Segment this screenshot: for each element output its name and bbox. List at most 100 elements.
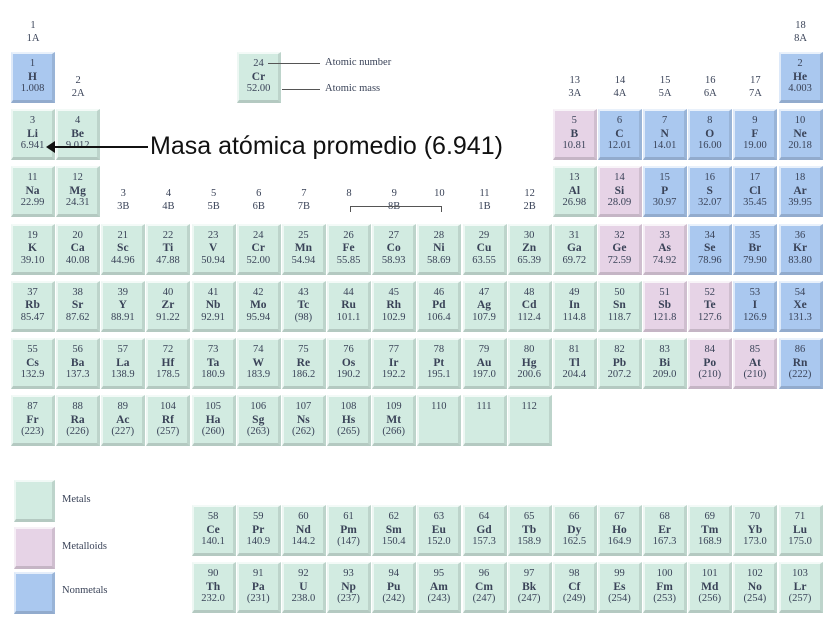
atomic-mass: 35.45 (743, 197, 767, 209)
group-label-12: 12 2B (508, 188, 552, 213)
element-symbol: Cl (749, 184, 761, 197)
element-symbol: Nd (296, 523, 311, 536)
element-symbol: Sc (117, 242, 129, 255)
atomic-mass: 74.92 (652, 254, 677, 266)
atomic-mass: 204.4 (562, 369, 587, 380)
atomic-mass: 127.6 (697, 311, 722, 323)
group-label-10: 10 (417, 188, 461, 201)
legend-label-metalloids: Metalloids (62, 541, 107, 552)
atomic-mass: 132.9 (20, 369, 45, 380)
atomic-number: 50 (614, 286, 625, 298)
element-symbol: Tl (568, 356, 580, 369)
group-number: 11 (479, 188, 490, 199)
atomic-mass: 39.95 (788, 197, 812, 209)
element-symbol: Os (341, 356, 356, 369)
atomic-number: 37 (27, 286, 38, 298)
legend-swatch-metals (14, 480, 55, 522)
atomic-number: 70 (749, 511, 761, 522)
atomic-mass: 72.59 (607, 254, 632, 266)
group-number: 16 (705, 75, 716, 86)
group-letter: 2B (523, 200, 536, 212)
element-symbol: U (299, 580, 308, 593)
atomic-number: 15 (659, 172, 670, 184)
atomic-mass: 200.6 (517, 369, 541, 380)
element-symbol: Pb (612, 356, 627, 369)
element-cell-Pm: 61 Pm (147) (327, 505, 372, 556)
atomic-number: 52 (704, 286, 716, 298)
element-cell-Kr: 36 Kr 83.80 (778, 223, 823, 275)
element-cell-Hf: 72 Hf 178.5 (146, 338, 191, 389)
atomic-number: 108 (340, 401, 357, 413)
group-label-3: 3 3B (101, 188, 145, 213)
element-cell-Fe: 26 Fe 55.85 (327, 223, 372, 275)
group-number: 6 (256, 188, 262, 199)
atomic-mass: 63.55 (472, 254, 496, 266)
group-number: 1 (30, 20, 36, 31)
element-symbol: Na (25, 184, 40, 197)
element-cell-Se: 34 Se 78.96 (688, 223, 733, 275)
group-label-13: 13 3A (553, 75, 597, 100)
atomic-number: 74 (253, 344, 264, 355)
element-cell-Os: 76 Os 190.2 (327, 338, 372, 389)
element-symbol: Zn (522, 242, 537, 255)
atomic-number: 73 (207, 344, 219, 355)
atomic-number: 9 (752, 115, 758, 127)
atomic-mass: 144.2 (291, 536, 316, 547)
element-cell-Si: 14 Si 28.09 (597, 166, 642, 218)
element-symbol: Lr (793, 580, 807, 593)
element-cell-Ir: 77 Ir 192.2 (372, 338, 417, 389)
element-cell-Pt: 78 Pt 195.1 (417, 338, 462, 389)
atomic-mass: 88.91 (110, 311, 135, 323)
element-cell-Am: 95 Am (243) (417, 562, 462, 613)
atomic-number: 21 (117, 229, 129, 241)
element-symbol: Hf (161, 356, 175, 369)
atomic-mass: 192.2 (381, 369, 406, 380)
element-symbol: Pr (252, 523, 265, 536)
element-cell-Ns: 107 Ns (262) (281, 395, 326, 447)
element-cell-Er: 68 Er 167.3 (643, 505, 688, 556)
group-number: 12 (524, 188, 535, 199)
group-letter: 7A (748, 87, 762, 99)
group-letter: 3A (568, 87, 582, 99)
element-cell-Mt: 109 Mt (266) (372, 395, 417, 447)
element-symbol: Rh (386, 299, 402, 312)
group-label-2: 2 2A (56, 75, 100, 100)
element-symbol: Fr (26, 413, 39, 426)
element-cell-Es: 99 Es (254) (597, 562, 642, 613)
element-symbol: Mg (69, 184, 86, 197)
group-number: 14 (614, 75, 626, 86)
group-label-6: 6 6B (237, 188, 281, 213)
element-cell-Ru: 44 Ru 101.1 (327, 280, 372, 332)
element-symbol: Md (701, 580, 719, 593)
key-atomic-mass: 52.00 (246, 83, 271, 94)
element-symbol: Ni (433, 242, 445, 255)
element-symbol: Ir (388, 356, 399, 369)
atomic-number: 23 (207, 229, 219, 241)
atomic-number: 78 (433, 344, 445, 355)
element-symbol: Mt (386, 413, 402, 426)
element-symbol: Cd (521, 299, 537, 312)
element-cell-I: 53 I 126.9 (733, 280, 778, 332)
element-symbol: Ac (116, 413, 130, 426)
element-symbol: Pu (386, 580, 401, 593)
element-cell-Te: 52 Te 127.6 (688, 280, 733, 332)
element-cell-In: 49 In 114.8 (552, 280, 597, 332)
atomic-mass: 106.4 (427, 311, 451, 323)
atomic-number: 101 (701, 568, 718, 579)
atomic-mass: 79.90 (743, 254, 767, 266)
element-symbol: Cf (568, 580, 581, 593)
element-cell-C: 6 C 12.01 (597, 109, 642, 161)
atomic-mass: 138.9 (110, 369, 135, 380)
element-cell-Cu: 29 Cu 63.55 (462, 223, 507, 275)
element-symbol: H (28, 70, 37, 83)
atomic-mass: 178.5 (156, 369, 180, 380)
element-symbol: C (615, 127, 624, 140)
atomic-number: 83 (659, 344, 670, 355)
element-cell-Pb: 82 Pb 207.2 (597, 338, 642, 389)
element-symbol: Sr (71, 299, 84, 312)
element-symbol: Ti (162, 242, 174, 255)
element-symbol: Br (748, 242, 762, 255)
atomic-number: 10 (794, 115, 806, 127)
element-symbol: Tm (701, 523, 719, 536)
element-cell-Tc: 43 Tc (98) (281, 280, 326, 332)
